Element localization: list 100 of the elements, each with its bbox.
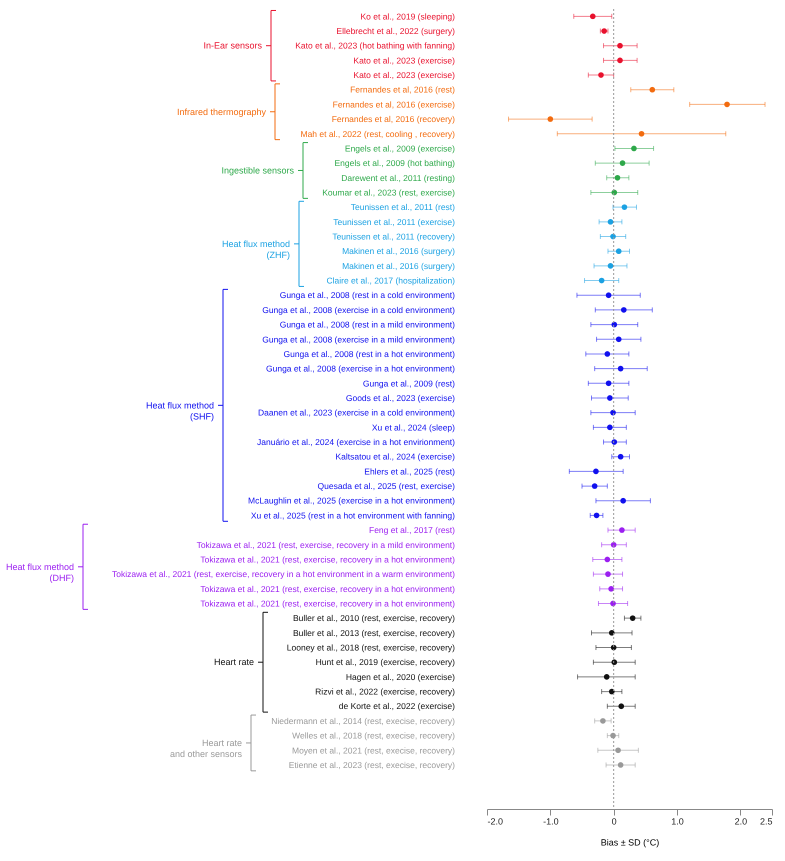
y-tick-label: Tokizawa et al., 2021 (rest, exercise, recovery in a mild environment) bbox=[196, 540, 456, 550]
y-tick-label: Gunga et al., 2008 (rest in a mild environment) bbox=[280, 320, 456, 330]
y-tick-label: Feng et al., 2017 (rest) bbox=[369, 525, 456, 536]
y-tick-label: Xu et al., 2025 (rest in a hot environment with fanning) bbox=[250, 510, 456, 520]
point bbox=[622, 204, 628, 210]
point bbox=[598, 72, 604, 78]
point bbox=[631, 146, 637, 152]
y-tick-label: Fernandes et al, 2016 (exercise) bbox=[332, 99, 456, 110]
point bbox=[614, 174, 620, 181]
point bbox=[592, 483, 598, 489]
y-tick-label: Gunga et al., 2009 (rest) bbox=[362, 378, 456, 388]
y-tick-label: Darewent et al., 2011 (resting) bbox=[341, 172, 456, 183]
point bbox=[618, 454, 624, 460]
y-tick-label: de Korte et al., 2022 (exercise) bbox=[338, 701, 456, 712]
point bbox=[598, 278, 604, 284]
point bbox=[618, 366, 624, 372]
y-tick-label: Goods et al., 2023 (exercise) bbox=[346, 392, 456, 403]
y-tick-label: Engels et al., 2009 (hot bathing) bbox=[334, 158, 456, 168]
y-tick-label: Gunga et al., 2008 (rest in a cold environment) bbox=[280, 290, 456, 300]
y-tick-label: Makinen et al., 2016 (surgery) bbox=[342, 260, 456, 271]
y-tick-label: Gunga et al., 2008 (exercise in a mild environment) bbox=[262, 334, 456, 344]
point bbox=[616, 248, 622, 254]
y-tick-label: Tokizawa et al., 2021 (rest, exercise, recovery in a hot environment) bbox=[200, 554, 456, 564]
y-tick-label: Kato et al., 2023 (hot bathing with fanning) bbox=[295, 40, 456, 51]
y-tick-label: Makinen et al., 2016 (surgery) bbox=[342, 246, 456, 256]
y-tick-label: Welles et al., 2018 (rest, execise, recovery) bbox=[292, 730, 456, 741]
y-tick-label: Teunissen et al., 2011 (recovery) bbox=[332, 232, 456, 242]
y-tick-label: Januário et al., 2024 (exercise in a hot envirionment) bbox=[257, 437, 456, 448]
y-tick-label: Teunissen et al., 2011 (exercise) bbox=[333, 216, 456, 227]
point bbox=[608, 263, 614, 269]
point bbox=[605, 571, 611, 577]
y-tick-label: Fernandes et al, 2016 (recovery) bbox=[332, 114, 456, 124]
point bbox=[604, 556, 610, 562]
point bbox=[608, 630, 615, 636]
y-tick-label: Buller et al., 2010 (rest, exercise, recovery) bbox=[292, 613, 456, 624]
y-tick-label: Hagen et al., 2020 (exercise) bbox=[346, 672, 456, 682]
x-axis-title: Bias ± SD (°C) bbox=[600, 838, 660, 848]
point bbox=[620, 498, 626, 504]
point bbox=[600, 718, 606, 724]
y-tick-label: Tokizawa et al., 2021 (rest, exercise, recovery in a hot environment) bbox=[200, 598, 456, 608]
x-tick-label: -2.0 bbox=[488, 816, 504, 826]
legend-label: Heart rate and other sensors bbox=[170, 738, 242, 759]
y-tick-label: Ellebrecht et al., 2022 (surgery) bbox=[336, 26, 456, 36]
y-tick-label: Rizvi et al., 2022 (exercise, recovery) bbox=[315, 686, 456, 697]
y-tick-label: Etienne et al., 2023 (rest, execise, recovery) bbox=[288, 760, 456, 770]
point bbox=[608, 586, 614, 592]
y-tick-label: Koumar et al., 2023 (rest, exercise) bbox=[322, 187, 456, 198]
point bbox=[638, 130, 644, 137]
y-tick-label: Engels et al., 2009 (exercise) bbox=[344, 143, 456, 154]
point bbox=[617, 58, 623, 64]
legend-label: Heat flux method (SHF) bbox=[146, 400, 214, 422]
y-tick-label: Fernandes et al, 2016 (rest) bbox=[350, 84, 456, 95]
point bbox=[608, 219, 614, 225]
y-tick-label: Niedermann et al., 2014 (rest, execise, recovery) bbox=[271, 716, 456, 726]
y-tick-label: Quesada et al., 2025 (rest, exercise) bbox=[318, 481, 456, 492]
point bbox=[604, 351, 610, 357]
x-tick-label: 1.0 bbox=[671, 816, 684, 826]
point bbox=[606, 380, 612, 386]
point bbox=[619, 527, 625, 533]
point bbox=[593, 468, 599, 474]
y-tick-label: Gunga et al., 2008 (exercise in a hot environment) bbox=[266, 364, 456, 374]
point bbox=[607, 395, 613, 401]
point bbox=[604, 674, 610, 680]
y-tick-label: Tokizawa et al., 2021 (rest, exercise, recovery in a hot environment in a warm environment) bbox=[112, 569, 456, 580]
y-tick-label: Kaltsatou et al., 2024 (exercise) bbox=[335, 452, 456, 462]
x-tick-label: -1.0 bbox=[543, 816, 559, 826]
point bbox=[724, 102, 730, 108]
y-tick-label: Gunga et al., 2008 (rest in a hot environment) bbox=[283, 348, 456, 359]
point bbox=[649, 86, 656, 93]
legend-label: Heart rate bbox=[214, 657, 254, 668]
legend-label: Infrared thermography bbox=[176, 106, 266, 117]
point bbox=[618, 703, 624, 710]
y-tick-label: Teunissen et al., 2011 (rest) bbox=[350, 202, 456, 212]
y-tick-label: Kato et al., 2023 (exercise) bbox=[353, 70, 456, 80]
point bbox=[620, 160, 626, 166]
legend-label: Ingestible sensors bbox=[221, 165, 294, 176]
legend-label: Heat flux method (ZHF) bbox=[222, 238, 290, 260]
point bbox=[608, 688, 615, 694]
legend-label: In-Ear sensors bbox=[203, 40, 262, 51]
legend-label: Heat flux method (DHF) bbox=[6, 562, 74, 583]
x-tick-label: 2.5 bbox=[760, 816, 772, 826]
point bbox=[617, 42, 623, 49]
point bbox=[611, 439, 618, 445]
point bbox=[630, 615, 636, 621]
x-tick-label: 0 bbox=[612, 816, 617, 826]
y-tick-label: Hunt et al., 2019 (exercise, recovery) bbox=[316, 657, 456, 668]
y-tick-label: Ko et al., 2019 (sleeping) bbox=[360, 11, 456, 22]
y-tick-label: McLaughlin et al., 2025 (exercise in a hot environment) bbox=[248, 496, 456, 506]
x-tick-label: 2.0 bbox=[734, 816, 748, 826]
point bbox=[620, 307, 627, 313]
y-tick-label: Mah et al., 2022 (rest, cooling , recovery) bbox=[300, 128, 456, 139]
y-tick-label: Claire et al., 2017 (hospitalization) bbox=[326, 276, 456, 286]
y-tick-label: Kato et al., 2023 (exercise) bbox=[353, 55, 456, 66]
point bbox=[616, 336, 622, 342]
y-tick-label: Daanen et al., 2023 (exercise in a cold environment) bbox=[258, 408, 456, 418]
y-tick-label: Tokizawa et al., 2021 (rest, exercise, recovery in a hot environment) bbox=[200, 584, 456, 594]
point bbox=[606, 292, 612, 298]
point bbox=[590, 14, 596, 20]
y-tick-label: Ehlers et al., 2025 (rest) bbox=[364, 466, 456, 476]
point bbox=[611, 659, 618, 666]
